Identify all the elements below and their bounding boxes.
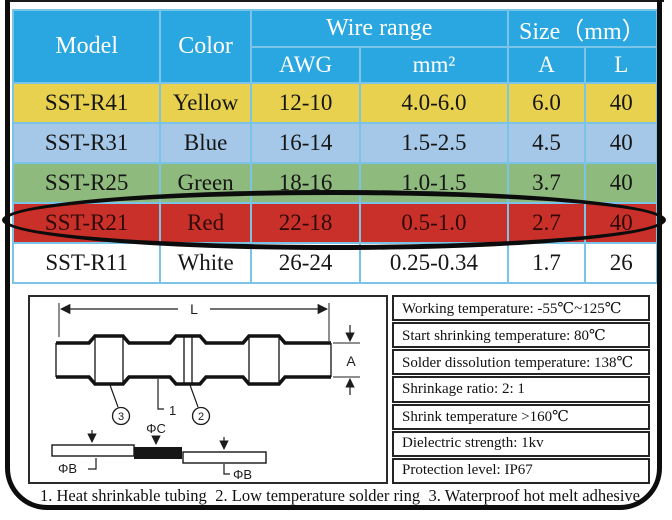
phi-b-left-label: ΦB: [58, 461, 77, 476]
left-wire: [51, 444, 135, 457]
specifications-list: Working temperature: -55℃~125℃ Start shr…: [392, 295, 650, 484]
cell-model: SST-R25: [44, 170, 129, 195]
cell-mm2: 4.0-6.0: [401, 90, 467, 115]
cell-color: Yellow: [172, 90, 239, 115]
header-awg: AWG: [251, 48, 360, 82]
spec-start-shrinking-temperature: Start shrinking temperature: 80℃: [392, 322, 650, 349]
cell-color: Blue: [183, 130, 228, 155]
cell-awg: 26-24: [278, 250, 333, 275]
cell-a: 6.0: [532, 90, 561, 115]
spec-shrinkage-ratio: Shrinkage ratio: 2: 1: [392, 376, 650, 403]
table-row: SST-R11 White 26-24 0.25-0.34 1.7 26: [14, 244, 656, 282]
connector-diagram-drawing: L A 3: [51, 300, 360, 482]
table-row: SST-R41 Yellow 12-10 4.0-6.0 6.0 40: [14, 84, 656, 122]
cell-l: 26: [609, 250, 633, 275]
dimension-a-label: A: [346, 353, 356, 369]
callout-1-label: 1: [169, 403, 176, 418]
diagram-legend: 1. Heat shrinkable tubing 2. Low tempera…: [10, 486, 662, 506]
phi-b-right-label: ΦB: [233, 467, 252, 482]
legend-item-tubing: 1. Heat shrinkable tubing: [40, 486, 207, 505]
callout-2-label: 2: [198, 411, 204, 423]
legend-item-adhesive: 3. Waterproof hot melt adhesive: [428, 486, 640, 505]
header-size-mm: Size（mm）: [508, 11, 656, 46]
cell-awg: 12-10: [278, 90, 333, 115]
shrunk-view: ΦC ΦB ΦB: [51, 421, 267, 482]
dimension-l-label: L: [190, 301, 198, 317]
cell-color: White: [177, 250, 234, 275]
spec-protection-level: Protection level: IP67: [392, 457, 650, 484]
header-a: A: [508, 48, 585, 82]
cell-a: 4.5: [532, 130, 561, 155]
spec-dielectric-strength: Dielectric strength: 1kv: [392, 430, 650, 457]
cell-mm2: 0.25-0.34: [389, 250, 479, 275]
cell-a: 3.7: [532, 170, 561, 195]
table-header-row-2: AWG mm² A L: [14, 48, 656, 82]
solder-sleeve-outline: [55, 334, 332, 386]
cell-a: 1.7: [532, 250, 561, 275]
cell-model: SST-R31: [44, 130, 129, 155]
spec-working-temperature: Working temperature: -55℃~125℃: [392, 295, 650, 322]
phi-c-label: ΦC: [146, 421, 166, 436]
header-l: L: [586, 48, 656, 82]
callout-3-label: 3: [118, 411, 124, 423]
header-color: Color: [161, 11, 250, 82]
right-wire: [182, 451, 267, 464]
cell-model: SST-R11: [45, 250, 129, 275]
height-dimension: A: [333, 325, 360, 395]
cell-awg: 16-14: [278, 130, 333, 155]
cell-mm2: 1.5-2.5: [401, 130, 467, 155]
connector-diagram-panel: L A 3: [28, 295, 388, 484]
table-row: SST-R25 Green 18-16 1.0-1.5 3.7 40: [14, 164, 656, 202]
highlight-ellipse-annotation: [2, 190, 666, 250]
top-border-line: [8, 0, 664, 2]
spec-solder-dissolution-temperature: Solder dissolution temperature: 138℃: [392, 349, 650, 376]
cell-l: 40: [609, 130, 633, 155]
solder-ring: [134, 447, 182, 459]
length-dimension: L: [58, 300, 330, 341]
spec-shrink-temperature: Shrink temperature >160℃: [392, 403, 650, 430]
table-header-row-1: Model Color Wire range Size（mm）: [14, 11, 656, 82]
legend-item-solder-ring: 2. Low temperature solder ring: [215, 486, 421, 505]
cell-l: 40: [609, 90, 633, 115]
table-row: SST-R31 Blue 16-14 1.5-2.5 4.5 40: [14, 124, 656, 162]
header-mm2: mm²: [361, 48, 507, 82]
header-wire-range: Wire range: [251, 11, 507, 46]
cell-l: 40: [609, 170, 633, 195]
callouts: [109, 379, 211, 426]
header-model: Model: [14, 11, 160, 82]
cell-model: SST-R41: [44, 90, 129, 115]
